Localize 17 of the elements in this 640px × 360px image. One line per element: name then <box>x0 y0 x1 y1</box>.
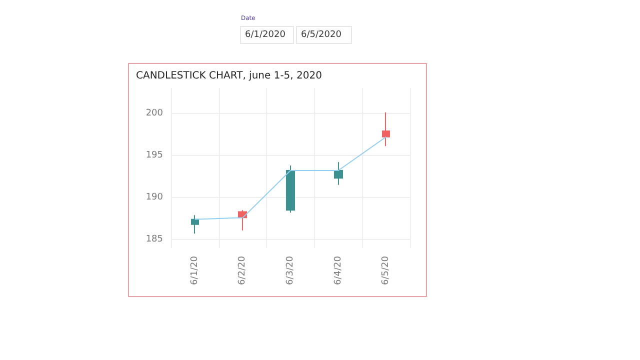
candlestick <box>334 162 343 186</box>
date-field: 6/1/2020 <box>240 26 294 44</box>
line-series <box>194 136 387 220</box>
date-field: 6/5/2020 <box>296 26 352 44</box>
candlestick <box>191 214 199 234</box>
x-tick-label: 6/5/20 <box>381 256 392 285</box>
y-tick-label: 185 <box>146 234 163 245</box>
x-tick-label: 6/1/20 <box>190 256 200 285</box>
y-tick-label: 190 <box>146 192 164 202</box>
chart-title: CANDLESTICK CHART, june 1-5, 2020 <box>136 70 322 82</box>
y-tick-label: 195 <box>146 150 163 160</box>
x-tick-label: 6/3/20 <box>286 256 296 285</box>
candlestick <box>286 164 295 214</box>
x-tick-label: 6/4/20 <box>333 256 344 285</box>
y-tick-label: 200 <box>146 108 164 118</box>
candlestick <box>382 112 390 147</box>
x-tick-label: 6/2/20 <box>238 256 248 285</box>
